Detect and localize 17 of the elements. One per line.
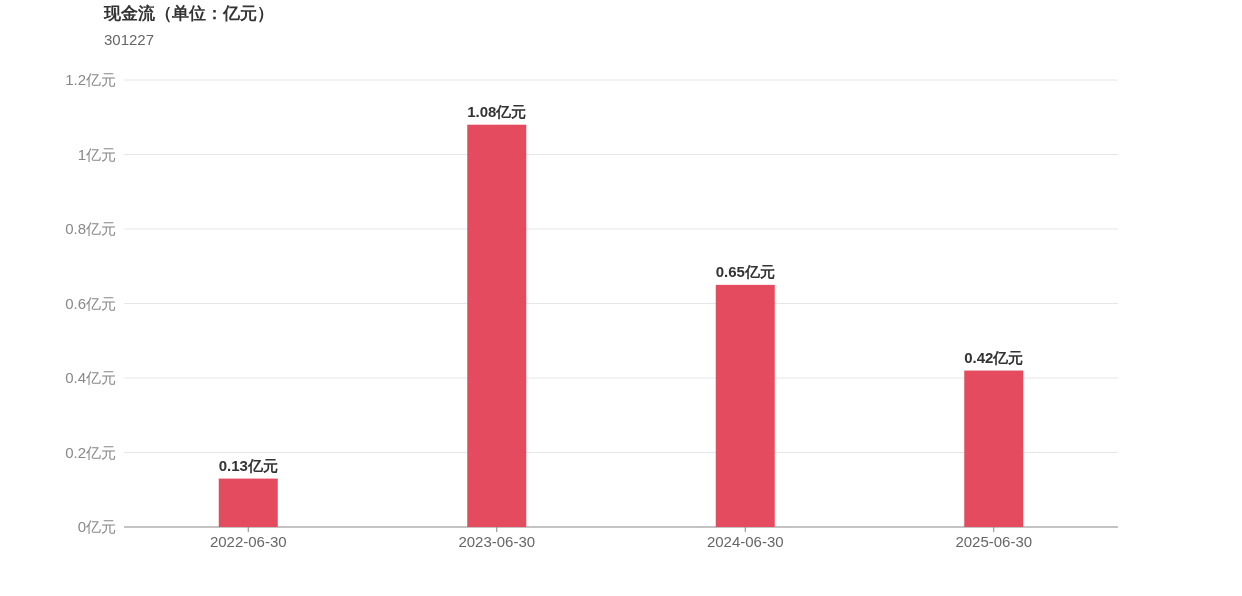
x-tick-label: 2023-06-30 <box>458 533 536 550</box>
x-tick-label: 2024-06-30 <box>706 533 784 550</box>
y-tick-label: 1.2亿元 <box>65 71 116 88</box>
y-tick-label: 0.8亿元 <box>65 220 116 237</box>
y-tick-label: 0亿元 <box>77 518 116 535</box>
subtitle: 301227 <box>104 31 155 48</box>
data-label: 0.65亿元 <box>715 262 775 280</box>
x-tick-label: 2022-06-30 <box>209 533 287 550</box>
data-label: 1.08亿元 <box>467 102 527 120</box>
data-label: 0.42亿元 <box>964 348 1024 366</box>
y-tick-label: 0.6亿元 <box>65 294 116 312</box>
title: 现金流（单位：亿元） <box>104 4 274 23</box>
y-tick-label: 0.4亿元 <box>65 369 116 386</box>
x-tick-label: 2025-06-30 <box>955 533 1033 550</box>
y-tick-label: 1亿元 <box>77 145 116 163</box>
data-label: 0.13亿元 <box>218 456 278 474</box>
y-tick-label: 0.2亿元 <box>65 443 116 461</box>
